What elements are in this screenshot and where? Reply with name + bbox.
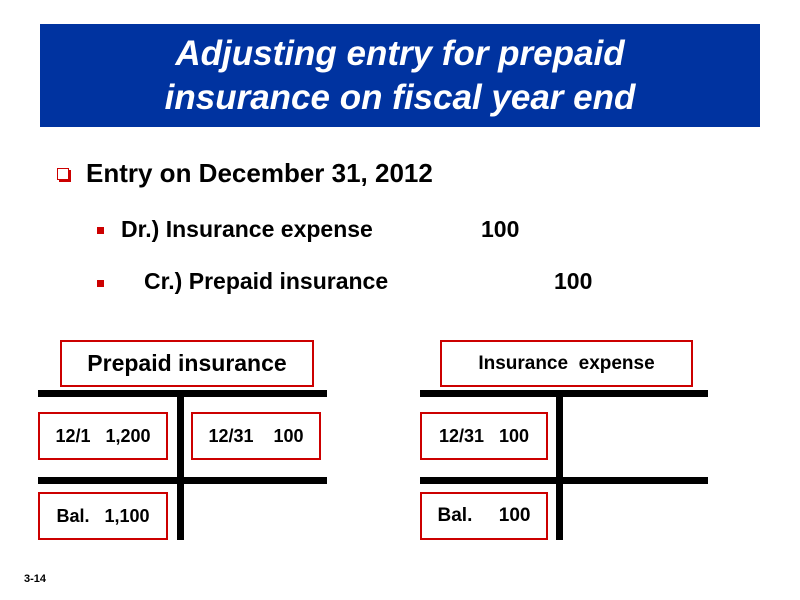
expense-debit-entry: 12/31 100 xyxy=(420,412,548,460)
expense-balance: Bal. 100 xyxy=(420,492,548,540)
prepaid-debit-entry: 12/1 1,200 xyxy=(38,412,168,460)
prepaid-account-title: Prepaid insurance xyxy=(60,340,314,387)
title-line-1: Adjusting entry for prepaid xyxy=(175,33,625,73)
square-bullet-icon xyxy=(97,280,104,287)
square-bullet-icon xyxy=(97,227,104,234)
slide-title: Adjusting entry for prepaid insurance on… xyxy=(40,24,760,127)
expense-account-title: Insurance expense xyxy=(440,340,693,387)
entry-heading: Entry on December 31, 2012 xyxy=(57,158,433,189)
expense-t-horizontal xyxy=(420,390,708,397)
entry-heading-text: Entry on December 31, 2012 xyxy=(86,158,433,188)
expense-t-vertical xyxy=(556,390,563,540)
prepaid-t-vertical xyxy=(177,390,184,540)
title-line-2: insurance on fiscal year end xyxy=(164,77,636,117)
prepaid-credit-entry: 12/31 100 xyxy=(191,412,321,460)
debit-amount: 100 xyxy=(481,216,520,242)
expense-t-balance-line xyxy=(420,477,708,484)
credit-label: Cr.) Prepaid insurance xyxy=(144,268,389,294)
debit-label: Dr.) Insurance expense xyxy=(121,216,373,242)
credit-amount: 100 xyxy=(554,268,593,294)
prepaid-t-balance-line xyxy=(38,477,327,484)
q-checkbox-icon xyxy=(57,167,69,180)
slide-number: 3-14 xyxy=(24,573,47,585)
prepaid-balance: Bal. 1,100 xyxy=(38,492,168,540)
